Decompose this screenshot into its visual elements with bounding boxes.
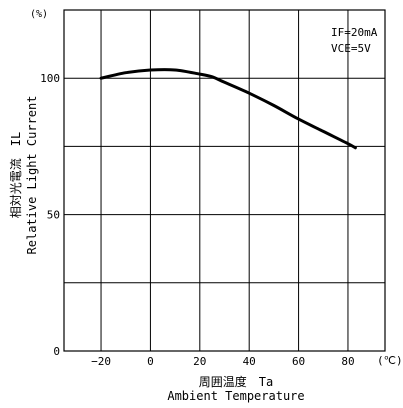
- condition-if: IF=20mA: [331, 26, 378, 39]
- x-tick-label-0: −20: [91, 355, 111, 368]
- grid-lines: [64, 9, 385, 351]
- condition-vce: VCE=5V: [331, 42, 371, 55]
- x-tick-label-1: 0: [147, 355, 154, 368]
- x-tick-label-3: 40: [243, 355, 256, 368]
- x-unit-label: (℃): [377, 354, 403, 367]
- series-line: [99, 68, 357, 150]
- y-unit-label: (%): [30, 9, 48, 20]
- tick-labels: −20 0 20 40 60 80 0 50 100: [40, 72, 354, 368]
- x-axis-label-jp: 周囲温度 Ta: [199, 374, 273, 389]
- x-tick-label-5: 80: [341, 355, 354, 368]
- x-tick-label-2: 20: [193, 355, 206, 368]
- y-tick-label-0: 0: [53, 345, 60, 358]
- x-axis-label-en: Ambient Temperature: [167, 389, 304, 403]
- y-axis-label-en: Relative Light Current: [25, 96, 39, 255]
- y-tick-label-2: 100: [40, 72, 60, 85]
- x-tick-label-4: 60: [292, 355, 305, 368]
- y-axis-label-jp: 相対光電流 IL: [9, 132, 23, 218]
- y-tick-label-1: 50: [47, 209, 60, 222]
- plot-frame: [63, 9, 386, 352]
